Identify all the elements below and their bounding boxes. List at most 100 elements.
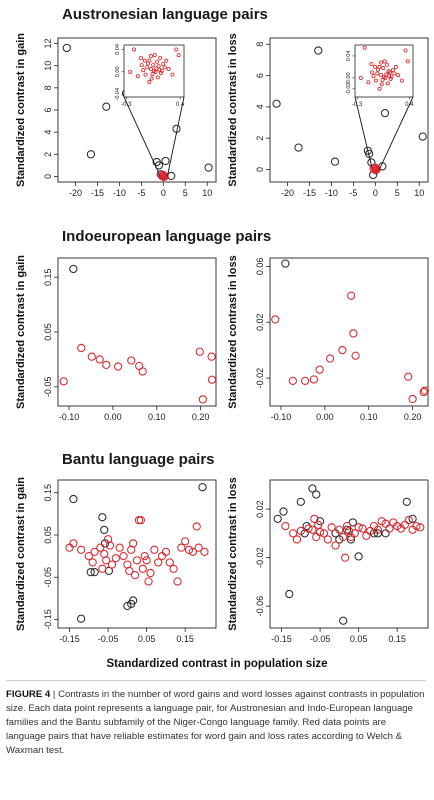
zoom-connector <box>166 96 185 177</box>
red-data-point <box>188 547 198 557</box>
red-data-point <box>181 537 190 546</box>
black-data-point <box>204 163 213 172</box>
black-data-point <box>198 483 207 492</box>
x-tick-label: 0.00 <box>316 412 334 422</box>
red-data-point <box>308 525 317 534</box>
y-axis-label: Standardized contrast in loss <box>227 255 239 408</box>
inset-y-tick-label: 0.00 <box>346 72 352 83</box>
inset-x-tick-label: -0.3 <box>121 102 132 108</box>
inset-x-tick-label: 0.4 <box>176 102 185 108</box>
plot-frame <box>269 479 429 629</box>
panel-bantu-gain: -0.15 -0.05 0.05 0.15 0.15 0.05 -0.05 -0.15 Stan… <box>15 477 217 644</box>
x-tick-label: -20 <box>281 188 294 198</box>
black-data-point <box>161 156 170 166</box>
title-bantu: Bantu language pairs <box>62 451 215 468</box>
black-data-point <box>312 490 321 499</box>
x-tick-label: -0.05 <box>310 634 331 644</box>
y-tick-label: 6 <box>255 73 265 78</box>
x-tick-label: -0.05 <box>98 634 119 644</box>
black-data-point <box>273 514 282 523</box>
red-data-point <box>98 564 107 573</box>
inset-data-point <box>366 80 371 85</box>
red-data-point <box>144 577 153 586</box>
red-data-point <box>125 566 134 576</box>
y-tick-label: 0.02 <box>255 313 265 331</box>
y-axis-label: Standardized contrast in loss <box>227 477 239 630</box>
red-data-point <box>102 360 111 370</box>
black-data-point <box>296 497 305 506</box>
inset-y-tick-label: 0.04 <box>115 44 121 55</box>
black-data-point <box>408 514 417 523</box>
red-data-point <box>84 551 93 561</box>
plot-frame <box>269 37 429 183</box>
red-data-point <box>342 521 352 531</box>
inset-data-point <box>371 74 376 79</box>
red-data-point <box>309 375 319 384</box>
inset-data-point <box>148 54 153 59</box>
panel-aus-gain: -20 -15 -10 -5 0 5 10 0 2 4 6 8 10 12 Standardized con… <box>15 33 217 198</box>
figure-svg: -20 -15 -10 -5 0 5 10 0 2 4 6 8 10 12 Standardized con… <box>15 33 430 644</box>
x-tick-label: 0.05 <box>350 634 368 644</box>
inset-data-point <box>379 82 384 87</box>
zoom-connector <box>123 96 161 177</box>
caption-label: FIGURE 4 <box>6 689 51 700</box>
red-data-point <box>65 543 74 552</box>
inset-aus-gain: -0.3 0.4 0.04 0.00 -0.04 <box>115 44 185 180</box>
inset-data-point <box>143 72 148 77</box>
x-tick-label: 0.20 <box>192 412 210 422</box>
red-data-point <box>420 386 430 395</box>
inset-data-point <box>131 47 136 52</box>
y-tick-label: 4 <box>43 130 53 135</box>
plot-frame <box>57 257 217 407</box>
inset-data-point <box>375 71 380 76</box>
inset-data-point <box>385 81 390 86</box>
y-tick-label: 0.15 <box>43 268 53 286</box>
inset-data-point <box>381 65 386 70</box>
y-axis-label: Standardized contrast in gain <box>15 33 27 187</box>
panel-ie-gain: -0.10 0.00 0.10 0.20 0.15 0.05 -0.05 Standardiz… <box>15 255 217 422</box>
inset-data-point <box>373 78 378 83</box>
y-tick-label: -0.06 <box>255 596 265 617</box>
inset-data-point <box>176 53 181 58</box>
red-data-point <box>335 525 344 534</box>
inset-x-tick-label: -0.3 <box>352 102 363 108</box>
y-tick-label: -0.05 <box>43 567 53 588</box>
y-axis-label: Standardized contrast in gain <box>15 477 27 631</box>
inset-data-point <box>158 70 163 75</box>
inset-data-point <box>388 76 393 81</box>
x-tick-label: 0.00 <box>104 412 122 422</box>
inset-data-point <box>382 59 387 64</box>
x-tick-label: 10 <box>414 188 424 198</box>
red-data-point <box>69 539 78 548</box>
y-tick-label: 10 <box>43 61 53 71</box>
inset-data-point <box>128 69 133 74</box>
red-data-point <box>326 354 335 363</box>
red-data-point <box>341 553 350 562</box>
black-data-point <box>354 552 363 561</box>
inset-data-point <box>396 73 401 78</box>
red-data-point <box>207 352 216 361</box>
black-data-point <box>102 102 111 111</box>
inset-data-point <box>155 75 160 80</box>
red-data-point <box>408 394 417 404</box>
inset-data-point <box>145 61 150 66</box>
inset-data-point <box>139 63 144 68</box>
inset-data-point <box>157 67 162 72</box>
y-tick-label: 2 <box>255 136 265 141</box>
red-data-point <box>77 343 86 353</box>
inset-data-point <box>373 64 378 69</box>
red-data-point <box>271 315 280 324</box>
x-tick-label: -15 <box>303 188 316 198</box>
red-data-point <box>312 532 321 542</box>
black-data-point <box>314 46 323 55</box>
red-data-point <box>105 541 115 550</box>
x-tick-label: 10 <box>202 188 212 198</box>
red-data-point <box>315 528 325 537</box>
y-tick-label: 0 <box>255 167 265 172</box>
red-data-point <box>314 520 323 530</box>
inset-y-tick-label: 0.00 <box>115 66 121 77</box>
y-tick-label: -0.02 <box>255 368 265 389</box>
inset-data-point <box>362 45 367 50</box>
x-tick-label: 0.15 <box>388 634 406 644</box>
black-data-point <box>69 494 78 504</box>
